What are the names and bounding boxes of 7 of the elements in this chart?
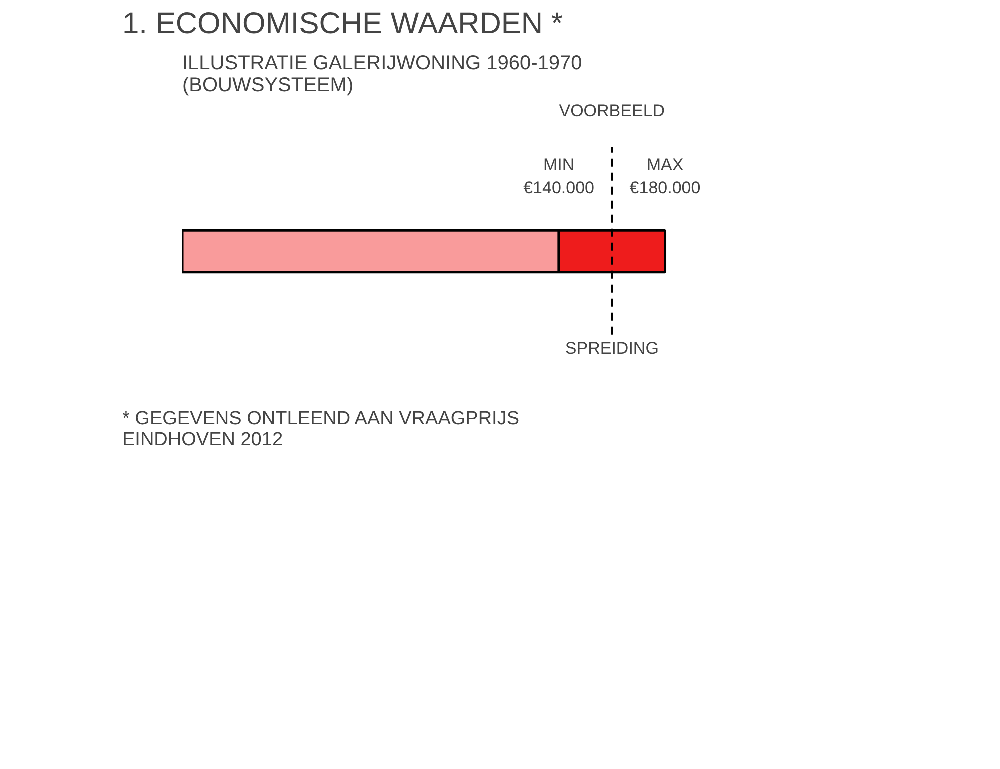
- text: * GEGEVENS ONTLEEND AAN VRAAGPRIJS EINDHOVEN 2012: [122, 408, 520, 450]
- chart-title: 1. ECONOMISCHE WAARDEN *: [122, 8, 564, 40]
- ref-line-label: VOORBEELD: [559, 102, 666, 120]
- chart-subtitle: ILLUSTRATIE GALERIJWONING 1960-1970 (BOUWSYSTEEM): [182, 52, 582, 96]
- text: MAX €180.000: [630, 156, 701, 198]
- text: MIN €140.000: [524, 156, 595, 198]
- text: SPREIDING: [565, 339, 659, 358]
